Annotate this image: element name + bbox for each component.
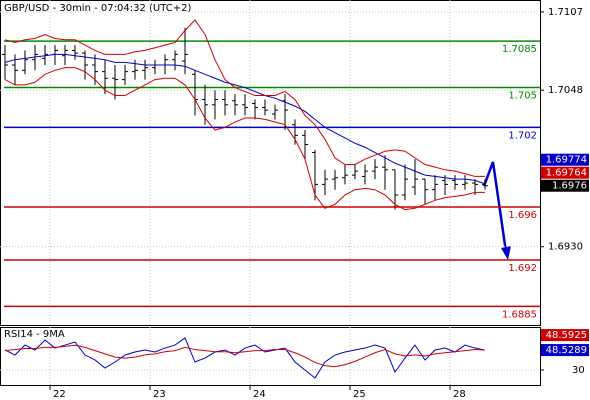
price-tag [541, 153, 589, 166]
x-tick-label: 22 [53, 389, 66, 400]
main-panel [0, 0, 541, 326]
price-tag-label: 1.6976 [552, 181, 587, 192]
y-tick-label: 1.7107 [548, 7, 583, 18]
price-tag [541, 329, 589, 342]
y-tick-label: 1.7048 [548, 85, 583, 96]
x-tick-label: 24 [253, 389, 266, 400]
x-tick-label: 28 [453, 389, 466, 400]
level-label: 1.702 [508, 130, 537, 141]
price-tag-label: 1.69764 [546, 168, 587, 179]
rsi-title: RSI14 - 9MA [4, 329, 65, 340]
price-tag-label: 1.69774 [546, 155, 587, 166]
price-tag-label: 48.5925 [546, 330, 587, 341]
indicator-line [4, 53, 486, 185]
x-tick-label: 23 [153, 389, 166, 400]
level-label: 1.7085 [502, 44, 537, 55]
indicator-line [4, 67, 485, 211]
level-label: 1.6885 [502, 309, 537, 320]
price-tag [541, 166, 589, 179]
price-tag-label: 48.5289 [546, 345, 587, 356]
forecast-arrow [482, 161, 511, 260]
price-tag [541, 344, 589, 357]
rsi-line [4, 344, 486, 368]
rsi-panel [0, 327, 541, 386]
level-label: 1.692 [508, 263, 537, 274]
indicator-line [4, 19, 485, 177]
level-label: 1.696 [508, 210, 537, 221]
chart-title: GBP/USD - 30min - 07:04:32 (UTC+2) [4, 3, 191, 14]
y-tick-label: 30 [572, 365, 585, 376]
y-tick-label: 1.6930 [548, 242, 583, 253]
x-tick-label: 25 [353, 389, 366, 400]
rsi-line [4, 337, 486, 379]
level-label: 1.705 [508, 91, 537, 102]
price-tag [541, 179, 589, 192]
